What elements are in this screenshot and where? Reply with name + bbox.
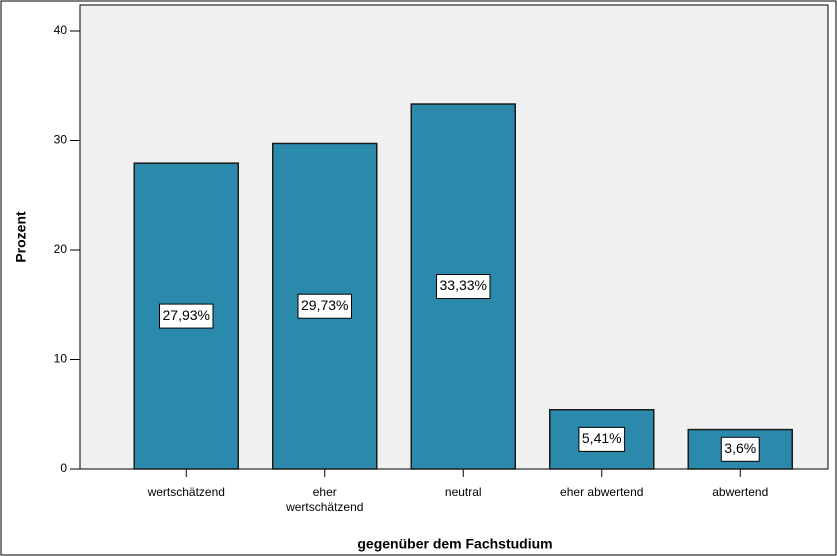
value-label: 3,6% [724,440,756,456]
x-axis-title: gegenüber dem Fachstudium [357,536,552,552]
value-label-box [720,436,760,462]
x-tick-label: eher wertschätzend [286,485,364,514]
y-tick-label: 10 [54,352,68,366]
value-label: 29,73% [301,297,348,313]
value-label: 27,93% [163,307,210,323]
y-tick-label: 20 [54,242,68,256]
y-tick-label: 30 [54,133,68,147]
y-tick-label: 0 [60,461,67,475]
value-label: 33,33% [440,277,487,293]
x-tick-label: eher abwertend [560,485,644,499]
y-tick-label: 40 [54,23,68,37]
value-label: 5,41% [582,430,622,446]
value-label-box [297,293,352,319]
value-label-box [578,426,626,452]
x-tick-label: neutral [444,485,482,499]
y-axis-title: Prozent [13,211,29,263]
x-tick-label: wertschätzend [147,485,225,499]
value-label-box [436,274,491,300]
x-tick-label: abwertend [712,485,769,499]
value-label-box [159,303,214,329]
